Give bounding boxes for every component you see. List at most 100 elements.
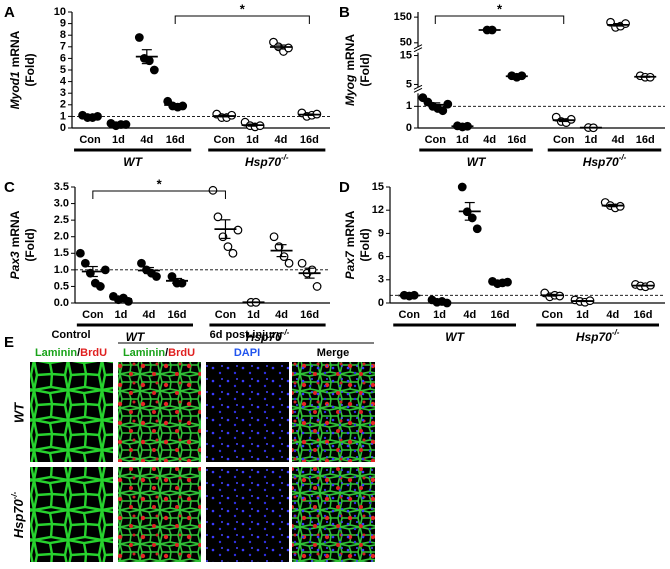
data-point bbox=[228, 248, 238, 258]
significance-label: * bbox=[157, 176, 163, 191]
x-tick-label: 4d bbox=[606, 309, 619, 321]
y-tick-label: 12 bbox=[372, 204, 384, 216]
data-point bbox=[208, 185, 218, 195]
group-label: WT bbox=[445, 330, 465, 344]
y-tick-label: 3 bbox=[60, 87, 66, 99]
x-tick-label: 4d bbox=[275, 309, 288, 321]
y-tick-label: 9 bbox=[378, 227, 384, 239]
axis-break bbox=[413, 87, 423, 93]
group-superscript: -/- bbox=[612, 328, 620, 337]
y-tick-label: 0.5 bbox=[54, 280, 69, 292]
y-axis-unit: (Fold) bbox=[358, 53, 372, 86]
y-tick-label: 9 bbox=[60, 18, 66, 30]
y-tick-label: 3 bbox=[378, 274, 384, 286]
data-point bbox=[213, 212, 223, 222]
x-tick-label: 4d bbox=[463, 309, 476, 321]
group-name: Hsp70 bbox=[245, 155, 281, 169]
axis-break bbox=[413, 84, 423, 90]
group-label: Hsp70-/- bbox=[246, 328, 290, 344]
x-tick-label: 4d bbox=[275, 134, 288, 146]
gene-name: Myod1 bbox=[8, 71, 22, 109]
y-tick-label: 3.5 bbox=[54, 181, 69, 193]
data-point bbox=[457, 182, 467, 192]
x-tick-label: 16d bbox=[491, 309, 510, 321]
y-tick-label: 5 bbox=[60, 64, 66, 76]
significance-bracket bbox=[174, 15, 310, 24]
data-point bbox=[100, 265, 110, 275]
group-label: WT bbox=[123, 155, 143, 169]
axis-break bbox=[413, 44, 423, 50]
data-point bbox=[284, 43, 293, 53]
y-tick-label: 2.5 bbox=[54, 214, 69, 226]
x-tick-label: 4d bbox=[612, 134, 625, 146]
group-superscript: -/- bbox=[619, 153, 627, 162]
data-point bbox=[233, 225, 243, 235]
group-superscript: -/- bbox=[282, 328, 290, 337]
y-tick-label: 8 bbox=[60, 29, 66, 41]
group-name: WT bbox=[123, 155, 143, 169]
y-tick-label: 5 bbox=[406, 78, 412, 90]
group-superscript: -/- bbox=[281, 153, 289, 162]
y-tick-label: 1 bbox=[60, 110, 66, 122]
y-tick-label: 6 bbox=[378, 251, 384, 263]
data-point bbox=[152, 272, 161, 281]
x-tick-label: Con bbox=[215, 309, 237, 321]
y-tick-label: 15 bbox=[372, 181, 384, 193]
x-tick-label: 16d bbox=[166, 134, 185, 146]
panel-letter: D bbox=[339, 179, 350, 196]
x-tick-label: 16d bbox=[634, 309, 653, 321]
column-header: Laminin/BrdU bbox=[35, 347, 107, 359]
data-point bbox=[75, 248, 85, 258]
data-point bbox=[80, 258, 90, 268]
control-header: Control bbox=[51, 329, 90, 341]
y-tick-label: 7 bbox=[60, 41, 66, 53]
image-dapi bbox=[292, 362, 375, 462]
x-tick-label: 16d bbox=[636, 134, 655, 146]
group-name: WT bbox=[467, 155, 487, 169]
group-label: WT bbox=[126, 330, 146, 344]
x-tick-label: 16d bbox=[300, 309, 319, 321]
y-axis-label: Myog mRNA bbox=[343, 34, 357, 106]
y-tick-label: 1.5 bbox=[54, 247, 69, 259]
y-tick-label: 0.0 bbox=[54, 297, 69, 309]
data-point bbox=[284, 258, 294, 268]
data-point bbox=[167, 272, 177, 281]
row-label: WT bbox=[11, 402, 26, 423]
x-tick-label: Con bbox=[214, 134, 236, 146]
image-laminin bbox=[30, 362, 113, 462]
gene-name: Myog bbox=[343, 74, 357, 106]
image-brdu bbox=[118, 362, 201, 462]
data-point bbox=[95, 282, 105, 291]
x-tick-label: 16d bbox=[300, 134, 319, 146]
row-label: Hsp70-/- bbox=[10, 491, 26, 538]
gene-name: Pax3 bbox=[8, 251, 22, 279]
column-header: Merge bbox=[317, 347, 349, 359]
group-name: WT bbox=[126, 330, 146, 344]
x-tick-label: 4d bbox=[483, 134, 496, 146]
x-tick-label: 1d bbox=[112, 134, 125, 146]
data-point bbox=[269, 232, 279, 242]
x-tick-label: 1d bbox=[247, 309, 260, 321]
x-tick-label: 1d bbox=[584, 134, 597, 146]
x-tick-label: Con bbox=[425, 134, 447, 146]
y-tick-label: 2 bbox=[60, 99, 66, 111]
y-tick-label: 1.0 bbox=[54, 264, 69, 276]
image-dapi bbox=[206, 362, 289, 462]
group-label: Hsp70-/- bbox=[576, 328, 620, 344]
y-tick-label: 1 bbox=[406, 100, 412, 112]
data-point bbox=[438, 106, 448, 116]
y-axis-unit: (Fold) bbox=[23, 53, 37, 86]
panel-letter: E bbox=[4, 334, 14, 351]
gene-name: Pax7 bbox=[343, 250, 357, 279]
significance-bracket bbox=[92, 190, 226, 199]
y-tick-label: 0 bbox=[378, 297, 384, 309]
label-text: mRNA bbox=[8, 210, 22, 247]
x-tick-label: 4d bbox=[140, 134, 153, 146]
y-axis-label: Myod1 mRNA bbox=[8, 30, 22, 109]
column-header: Laminin/BrdU bbox=[123, 347, 195, 359]
panel-letter: B bbox=[339, 4, 350, 21]
y-tick-label: 10 bbox=[54, 6, 66, 18]
injury-header: 6d post-injury bbox=[210, 329, 284, 341]
image-dapi bbox=[206, 467, 289, 562]
